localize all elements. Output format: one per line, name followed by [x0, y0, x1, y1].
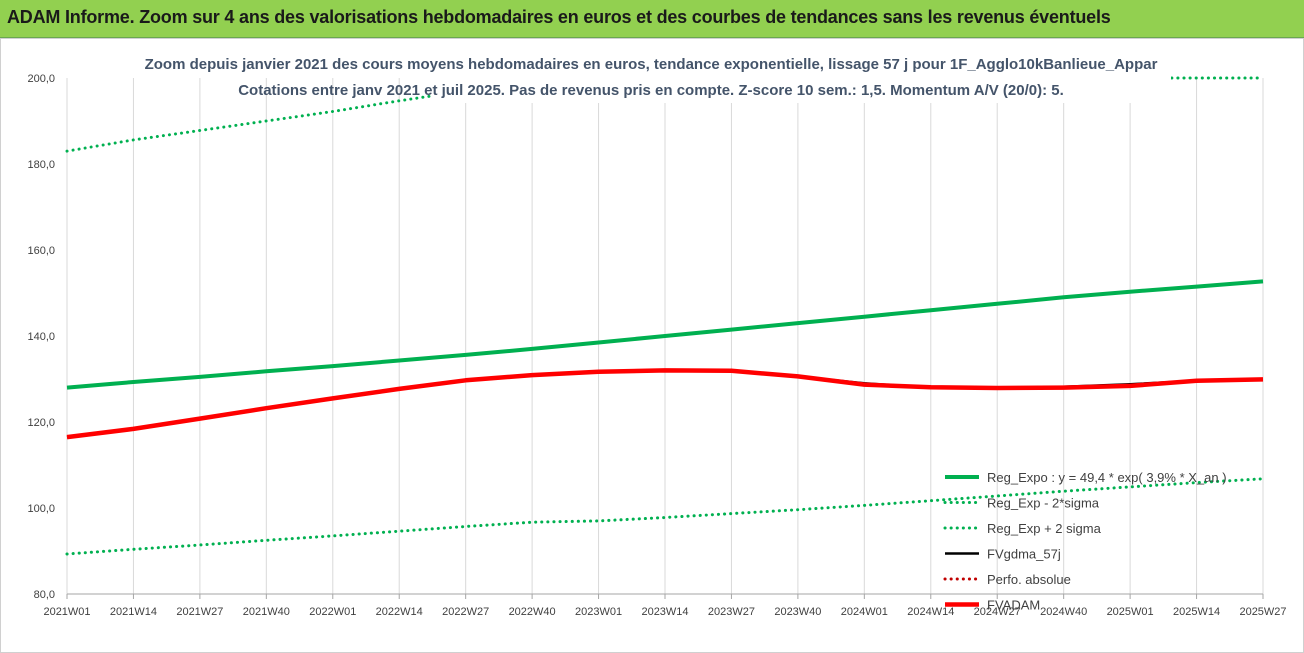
- report-title: ADAM Informe. Zoom sur 4 ans des valoris…: [7, 7, 1111, 27]
- y-tick-label: 160,0: [27, 245, 55, 257]
- series-line-5: [66, 368, 1264, 440]
- report-banner: ADAM Informe. Zoom sur 4 ans des valoris…: [0, 0, 1304, 38]
- x-tick-label: 2025W27: [1239, 606, 1286, 618]
- x-tick-label: 2021W14: [110, 606, 157, 618]
- legend-label-3: FVgdma_57j: [987, 547, 1061, 562]
- chart-frame: 2021W01 2021W14 2021W27 2021W40 2022W01 2022W…: [0, 38, 1304, 653]
- x-tick-label: 2022W01: [309, 606, 356, 618]
- legend: Reg_Expo : y = 49,4 * exp( 3,9% * X_an )…: [943, 470, 1227, 613]
- legend-label-5: FVADAM: [987, 598, 1040, 613]
- x-tick-label: 2023W40: [774, 606, 821, 618]
- tick-labels: 2021W01 2021W14 2021W27 2021W40 2022W01 2022W…: [27, 73, 1286, 618]
- x-tick-label: 2023W01: [575, 606, 622, 618]
- x-tick-label: 2025W01: [1107, 606, 1154, 618]
- chart-title-line-1: Zoom depuis janvier 2021 des cours moyen…: [145, 56, 1158, 73]
- series-line-1: [65, 477, 1265, 556]
- legend-label-1: Reg_Exp - 2*sigma: [987, 496, 1100, 511]
- y-tick-label: 80,0: [34, 589, 55, 601]
- x-tick-label: 2024W40: [1040, 606, 1087, 618]
- grid-lines: [66, 78, 1264, 599]
- x-tick-label: 2022W27: [442, 606, 489, 618]
- x-tick-label: 2023W14: [641, 606, 688, 618]
- x-tick-label: 2022W40: [509, 606, 556, 618]
- chart-title-background: [431, 47, 1171, 103]
- legend-label-4: Perfo. absolue: [987, 572, 1071, 587]
- x-tick-label: 2025W14: [1173, 606, 1220, 618]
- y-tick-label: 120,0: [27, 417, 55, 429]
- x-tick-label: 2021W40: [243, 606, 290, 618]
- x-tick-label: 2024W14: [907, 606, 954, 618]
- x-tick-label: 2024W01: [841, 606, 888, 618]
- chart-title-line-2: Cotations entre janv 2021 et juil 2025. …: [238, 82, 1064, 99]
- legend-label-2: Reg_Exp + 2 sigma: [987, 521, 1102, 536]
- line-chart: 2021W01 2021W14 2021W27 2021W40 2022W01 2022W…: [27, 47, 1287, 618]
- x-tick-label: 2021W01: [43, 606, 90, 618]
- x-tick-label: 2024W27: [974, 606, 1021, 618]
- x-tick-label: 2022W14: [376, 606, 423, 618]
- x-tick-label: 2023W27: [708, 606, 755, 618]
- legend-label-0: Reg_Expo : y = 49,4 * exp( 3,9% * X_an ): [987, 470, 1227, 485]
- x-tick-label: 2021W27: [176, 606, 223, 618]
- y-tick-label: 100,0: [27, 503, 55, 515]
- y-tick-label: 180,0: [27, 159, 55, 171]
- y-tick-label: 200,0: [27, 73, 55, 85]
- series-line-0: [66, 279, 1264, 390]
- y-tick-label: 140,0: [27, 331, 55, 343]
